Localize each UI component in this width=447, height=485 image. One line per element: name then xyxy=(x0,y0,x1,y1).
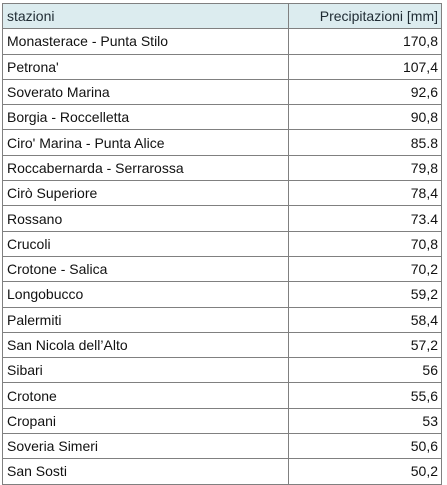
table-row: Crotone 55,6 xyxy=(1,382,442,409)
precipitation-value-cell: 70,2 xyxy=(288,255,442,283)
station-name-cell: Crotone xyxy=(1,382,290,409)
table-body: Monasterace - Punta Stilo 170,8 Petrona' 10… xyxy=(1,28,442,485)
precipitation-value-cell: 78,4 xyxy=(288,180,442,207)
precipitation-value-cell: 50,6 xyxy=(288,433,442,460)
station-name-cell: San Nicola dell’Alto xyxy=(1,331,290,359)
station-name-cell: Crotone - Salica xyxy=(1,255,290,283)
table-row: Longobucco 59,2 xyxy=(1,281,442,308)
precipitation-value-cell: 90,8 xyxy=(288,104,442,131)
table-row: Sibari 56 xyxy=(1,357,442,384)
station-name-cell: Longobucco xyxy=(1,281,290,308)
table-row: San Sosti 50,2 xyxy=(1,458,442,485)
table-row: Cirò Superiore 78,4 xyxy=(1,180,442,207)
precipitation-value-cell: 57,2 xyxy=(288,331,442,359)
table-row: Soverato Marina 92,6 xyxy=(1,78,442,106)
table-row: Palermiti 58,4 xyxy=(1,306,442,333)
precipitation-value-cell: 73.4 xyxy=(288,205,442,232)
precipitation-value-cell: 70,8 xyxy=(288,230,442,257)
precipitation-value-cell: 56 xyxy=(288,357,442,384)
table-row: Crotone - Salica 70,2 xyxy=(1,255,442,283)
precipitation-value-cell: 92,6 xyxy=(288,78,442,106)
table-row: Soveria Simeri 50,6 xyxy=(1,433,442,460)
precipitation-value-cell: 85.8 xyxy=(288,129,442,156)
station-name-cell: Rossano xyxy=(1,205,290,232)
station-name-cell: Cropani xyxy=(1,407,290,435)
station-name-cell: Soveria Simeri xyxy=(1,433,290,460)
station-name-cell: Ciro' Marina - Punta Alice xyxy=(1,129,290,156)
table-row: San Nicola dell’Alto 57,2 xyxy=(1,331,442,359)
table-row: Crucoli 70,8 xyxy=(1,230,442,257)
station-name-cell: Borgia - Roccelletta xyxy=(1,104,290,131)
table-row: Cropani 53 xyxy=(1,407,442,435)
precipitation-value-cell: 107,4 xyxy=(288,53,442,80)
header-station: stazioni xyxy=(1,2,290,30)
station-name-cell: Petrona' xyxy=(1,53,290,80)
table-row: Roccabernarda - Serrarossa 79,8 xyxy=(1,154,442,182)
station-name-cell: Sibari xyxy=(1,357,290,384)
precipitation-value-cell: 59,2 xyxy=(288,281,442,308)
precipitation-value-cell: 50,2 xyxy=(288,458,442,485)
header-row: stazioni Precipitazioni [mm] xyxy=(1,2,442,30)
station-name-cell: Crucoli xyxy=(1,230,290,257)
station-name-cell: Soverato Marina xyxy=(1,78,290,106)
table-row: Petrona' 107,4 xyxy=(1,53,442,80)
precipitation-value-cell: 170,8 xyxy=(288,28,442,55)
station-name-cell: Palermiti xyxy=(1,306,290,333)
station-name-cell: Cirò Superiore xyxy=(1,180,290,207)
table-row: Ciro' Marina - Punta Alice 85.8 xyxy=(1,129,442,156)
header-precipitation: Precipitazioni [mm] xyxy=(288,2,442,30)
table-row: Monasterace - Punta Stilo 170,8 xyxy=(1,28,442,55)
table-row: Borgia - Roccelletta 90,8 xyxy=(1,104,442,131)
precipitation-value-cell: 58,4 xyxy=(288,306,442,333)
precipitation-value-cell: 53 xyxy=(288,407,442,435)
precipitation-value-cell: 79,8 xyxy=(288,154,442,182)
station-name-cell: San Sosti xyxy=(1,458,290,485)
precipitation-value-cell: 55,6 xyxy=(288,382,442,409)
table-row: Rossano 73.4 xyxy=(1,205,442,232)
station-name-cell: Monasterace - Punta Stilo xyxy=(1,28,290,55)
station-name-cell: Roccabernarda - Serrarossa xyxy=(1,154,290,182)
